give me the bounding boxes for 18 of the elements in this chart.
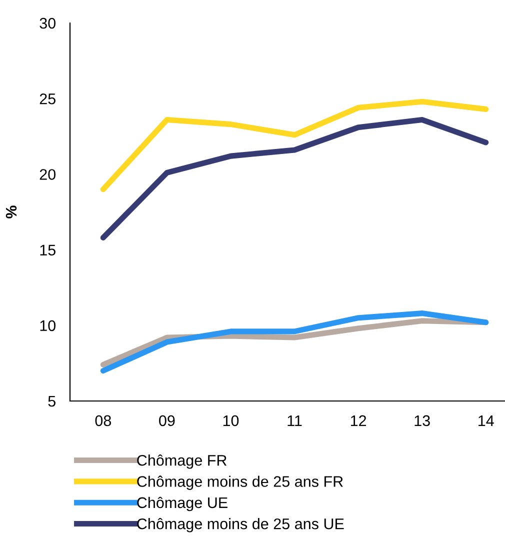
x-tick-label: 09 <box>159 415 175 426</box>
y-tick-label: 10 <box>40 320 56 332</box>
x-tick-label: 10 <box>223 415 239 426</box>
x-tick-label: 13 <box>414 415 430 426</box>
y-tick-label: 30 <box>40 18 56 29</box>
x-tick-label: 12 <box>350 415 366 426</box>
y-tick-label: 5 <box>48 396 56 407</box>
legend-label: Chômage FR <box>137 454 227 469</box>
x-tick-label: 14 <box>478 415 494 426</box>
legend-label: Chômage UE <box>137 496 228 512</box>
x-tick-label: 08 <box>95 415 111 426</box>
y-tick-label: 25 <box>40 93 56 104</box>
y-tick-label: 15 <box>40 244 56 256</box>
y-axis-title: % <box>6 206 17 218</box>
legend-label: Chômage moins de 25 ans FR <box>137 476 343 490</box>
legend-label: Chômage moins de 25 ans UE <box>137 518 344 532</box>
x-tick-label: 11 <box>288 415 302 426</box>
y-tick-label: 20 <box>40 169 56 180</box>
